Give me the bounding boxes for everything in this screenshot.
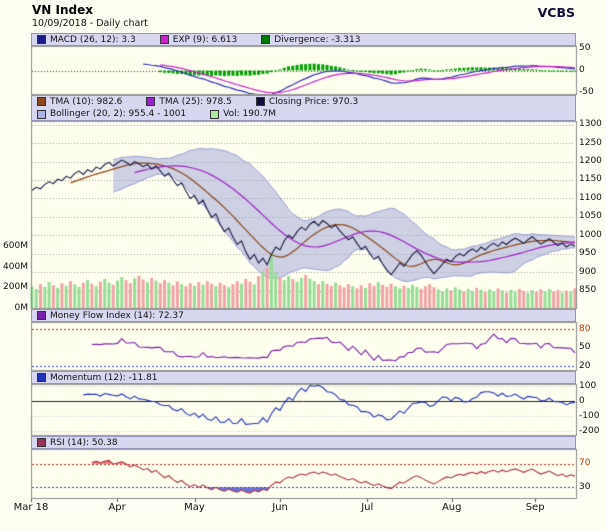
y-axis-tick-main: 1050 — [579, 211, 602, 222]
page-title: VN Index — [32, 3, 93, 17]
tma10-swatch-icon — [37, 97, 46, 107]
tma25-swatch-icon — [146, 97, 156, 107]
y-axis-tick-volume: 200M — [3, 282, 28, 293]
mfi-legend-label: Money Flow Index (14): 72.37 — [50, 310, 184, 321]
y-axis-tick-macd: -50 — [579, 87, 594, 98]
tma10-legend-label: TMA (10): 982.6 — [50, 96, 123, 107]
x-axis-label: Jun — [272, 502, 288, 513]
chart-date-subtitle: 10/09/2018 - Daily chart — [32, 18, 148, 29]
x-axis-label: Jul — [361, 502, 374, 513]
tma25-legend-item: TMA (25): 978.5 — [146, 96, 232, 107]
y-axis-tick-mfi: 20 — [579, 360, 591, 371]
price-legend-row-2: Bollinger (20, 2): 955.4 - 1001 Vol: 190… — [37, 109, 276, 121]
y-axis-tick-main: 1000 — [579, 229, 602, 240]
closing-price-legend-item: Closing Price: 970.3 — [255, 96, 359, 107]
rsi-legend-label: RSI (14): 50.38 — [50, 437, 118, 448]
macd-legend-item: MACD (26, 12): 3.3 — [37, 35, 136, 45]
divergence-swatch-icon — [261, 35, 271, 44]
x-axis-label: Sep — [525, 502, 545, 513]
y-axis-tick-mom: 100 — [579, 380, 597, 391]
divergence-legend-label: Divergence: -3.313 — [274, 34, 361, 45]
closing-price-swatch-icon — [255, 97, 265, 107]
x-axis-label: Mar 18 — [13, 502, 49, 513]
bollinger-legend-item: Bollinger (20, 2): 955.4 - 1001 — [37, 109, 186, 119]
macd-swatch-icon — [37, 35, 46, 44]
y-axis-tick-main: 900 — [579, 266, 597, 277]
brand-logo: VCBS — [537, 5, 575, 20]
x-axis-label: Apr — [108, 502, 126, 513]
tma10-legend-item: TMA (10): 982.6 — [37, 97, 122, 107]
y-axis-tick-macd: 50 — [579, 42, 591, 53]
y-axis-tick-volume: 600M — [3, 241, 28, 251]
rsi-legend: RSI (14): 50.38 — [31, 436, 576, 449]
tma25-legend-label: TMA (25): 978.5 — [159, 96, 232, 107]
rsi-swatch-icon — [37, 438, 46, 447]
mfi-legend-item: Money Flow Index (14): 72.37 — [37, 311, 184, 321]
y-axis-tick-main: 1150 — [579, 174, 602, 185]
y-axis-tick-rsi: 30 — [579, 481, 591, 492]
rsi-legend-item: RSI (14): 50.38 — [37, 438, 118, 448]
exp-swatch-icon — [159, 35, 169, 44]
price-legend-row-1: TMA (10): 982.6 TMA (25): 978.5 Closing … — [37, 96, 358, 108]
y-axis-tick-main: 1100 — [579, 192, 602, 203]
y-axis-tick-volume: 0M — [14, 303, 29, 313]
y-axis-tick-main: 950 — [579, 248, 597, 259]
y-axis-tick-main: 850 — [579, 285, 597, 296]
volume-swatch-icon — [210, 109, 220, 119]
momentum-legend-label: Momentum (12): -11.81 — [50, 372, 158, 383]
divergence-legend-item: Divergence: -3.313 — [261, 35, 360, 45]
volume-legend-item: Vol: 190.7M — [210, 109, 276, 119]
y-axis-tick-rsi: 70 — [579, 458, 591, 469]
y-axis-tick-macd: 0 — [579, 65, 585, 75]
exp-legend-item: EXP (9): 6.613 — [159, 34, 238, 45]
price-legend: TMA (10): 982.6 TMA (25): 978.5 Closing … — [31, 95, 576, 121]
macd-legend-label: MACD (26, 12): 3.3 — [50, 34, 136, 45]
mfi-legend: Money Flow Index (14): 72.37 — [31, 309, 576, 322]
y-axis-tick-mfi: 50 — [579, 342, 591, 353]
y-axis-tick-volume: 400M — [3, 261, 28, 272]
y-axis-tick-mfi: 80 — [579, 323, 591, 334]
mfi-swatch-icon — [37, 311, 46, 320]
macd-legend: MACD (26, 12): 3.3 EXP (9): 6.613 Diverg… — [31, 33, 576, 46]
y-axis-tick-mom: 0 — [579, 395, 585, 406]
closing-price-legend-label: Closing Price: 970.3 — [268, 96, 359, 107]
momentum-legend-item: Momentum (12): -11.81 — [37, 373, 158, 383]
momentum-swatch-icon — [37, 373, 46, 382]
x-axis-label: Aug — [441, 502, 462, 513]
y-axis-tick-main: 1250 — [579, 137, 602, 148]
bollinger-legend-label: Bollinger (20, 2): 955.4 - 1001 — [50, 109, 187, 120]
volume-legend-label: Vol: 190.7M — [223, 109, 277, 120]
y-axis-tick-main: 1200 — [579, 156, 602, 167]
y-axis-tick-mom: -100 — [579, 410, 600, 421]
bollinger-swatch-icon — [37, 109, 46, 119]
momentum-legend: Momentum (12): -11.81 — [31, 371, 576, 384]
exp-legend-label: EXP (9): 6.613 — [172, 34, 238, 45]
y-axis-tick-main: 1300 — [579, 119, 602, 130]
y-axis-tick-mom: -200 — [579, 425, 600, 436]
x-axis-label: May — [184, 502, 205, 513]
